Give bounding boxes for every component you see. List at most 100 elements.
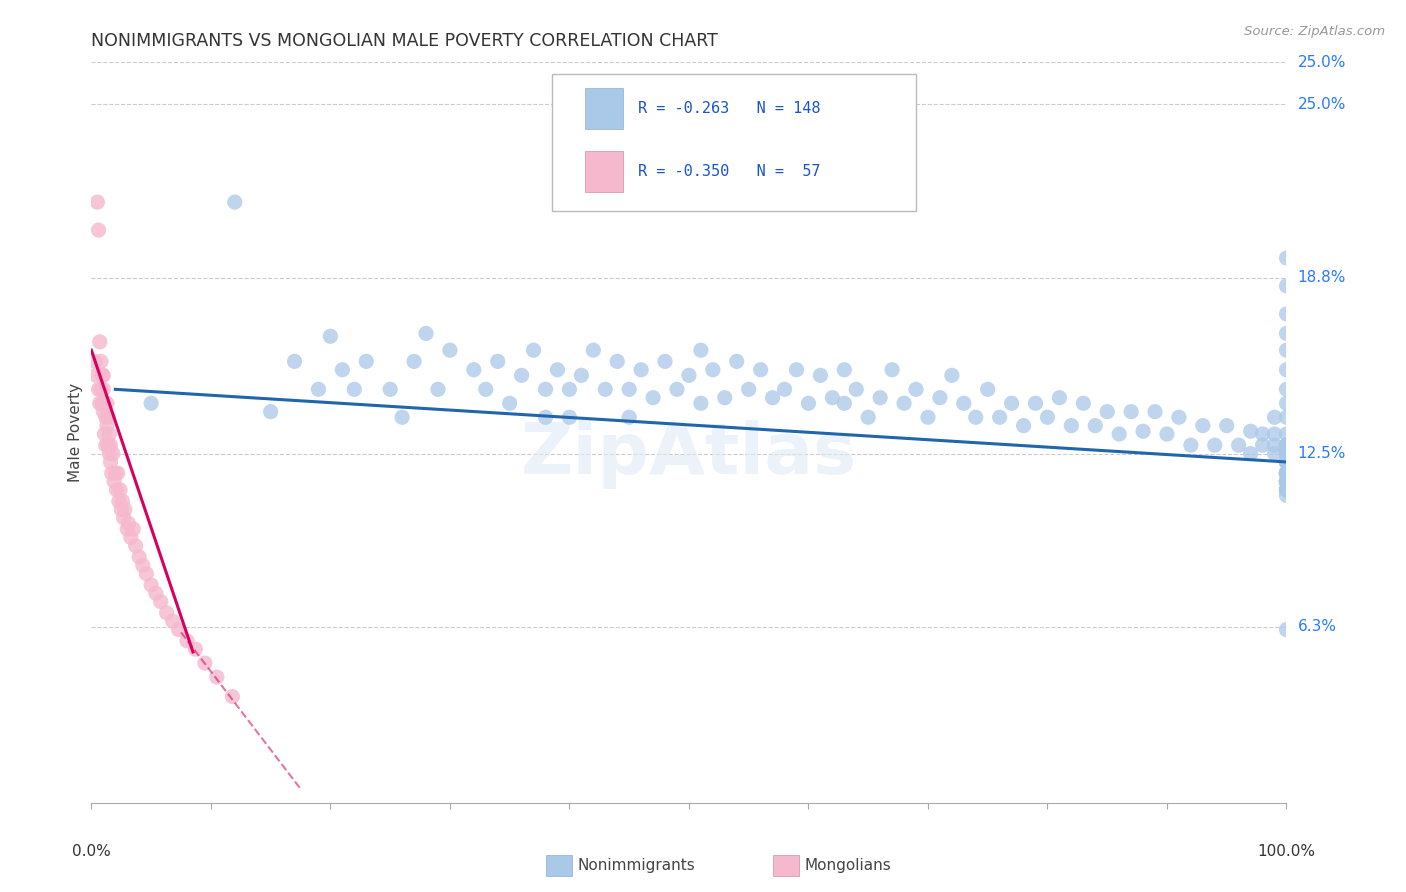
Point: [953, 396, 976, 410]
Point: [343, 382, 366, 396]
Point: [167, 623, 190, 637]
Point: [761, 391, 783, 405]
Point: [156, 606, 179, 620]
Point: [1275, 466, 1298, 480]
Point: [93, 427, 115, 442]
Point: [98, 446, 121, 460]
Point: [534, 382, 557, 396]
Point: [1180, 438, 1202, 452]
Point: [1156, 427, 1178, 442]
Text: NONIMMIGRANTS VS MONGOLIAN MALE POVERTY CORRELATION CHART: NONIMMIGRANTS VS MONGOLIAN MALE POVERTY …: [91, 32, 718, 50]
Point: [122, 522, 145, 536]
Point: [1097, 405, 1119, 419]
Point: [1060, 418, 1083, 433]
Point: [205, 670, 228, 684]
Text: 100.0%: 100.0%: [1257, 844, 1316, 858]
Point: [1071, 396, 1094, 410]
Point: [1275, 623, 1298, 637]
Point: [1275, 475, 1298, 489]
Point: [1264, 446, 1286, 460]
Point: [1275, 466, 1298, 480]
Point: [90, 382, 112, 396]
Point: [725, 354, 748, 368]
Point: [1275, 466, 1298, 480]
Point: [132, 558, 155, 573]
Point: [1108, 427, 1130, 442]
Point: [101, 446, 124, 460]
Point: [571, 368, 593, 383]
Point: [474, 382, 498, 396]
Point: [426, 382, 449, 396]
Point: [111, 494, 134, 508]
Point: [510, 368, 533, 383]
Point: [1024, 396, 1046, 410]
Point: [965, 410, 987, 425]
Point: [404, 354, 426, 368]
Point: [91, 368, 114, 383]
Point: [856, 410, 880, 425]
Point: [988, 410, 1011, 425]
Point: [149, 594, 172, 608]
Text: 6.3%: 6.3%: [1298, 619, 1337, 634]
FancyBboxPatch shape: [585, 88, 623, 129]
Point: [785, 363, 807, 377]
Point: [84, 368, 107, 383]
Point: [96, 418, 118, 433]
Point: [117, 516, 139, 531]
Point: [619, 382, 641, 396]
Point: [1275, 438, 1298, 452]
Point: [1275, 475, 1298, 489]
Point: [630, 363, 652, 377]
Point: [749, 363, 772, 377]
Point: [1275, 475, 1298, 489]
Point: [120, 530, 142, 544]
Point: [1275, 483, 1298, 497]
Point: [1275, 466, 1298, 480]
Point: [104, 466, 127, 480]
Point: [737, 382, 759, 396]
Point: [1275, 438, 1298, 452]
Point: [1275, 475, 1298, 489]
Point: [128, 549, 150, 564]
Point: [97, 410, 120, 425]
Point: [666, 382, 689, 396]
Point: [1275, 410, 1298, 425]
Text: 18.8%: 18.8%: [1298, 270, 1346, 285]
Point: [87, 223, 110, 237]
Point: [332, 363, 354, 377]
Point: [941, 368, 963, 383]
Text: R = -0.263   N = 148: R = -0.263 N = 148: [637, 101, 820, 116]
Point: [93, 405, 114, 419]
FancyBboxPatch shape: [585, 152, 623, 192]
Point: [869, 391, 891, 405]
Point: [221, 690, 243, 704]
Point: [1264, 427, 1286, 442]
Point: [498, 396, 520, 410]
Text: ZipAtlas: ZipAtlas: [522, 420, 856, 490]
Point: [1275, 466, 1298, 480]
Point: [1275, 438, 1298, 452]
Point: [1084, 418, 1107, 433]
Point: [1275, 307, 1298, 321]
Point: [534, 410, 557, 425]
Point: [619, 410, 641, 425]
Point: [307, 382, 329, 396]
Point: [1275, 438, 1298, 452]
Point: [1275, 466, 1298, 480]
Point: [1275, 446, 1298, 460]
Point: [1275, 475, 1298, 489]
Point: [1012, 418, 1035, 433]
Point: [1204, 438, 1226, 452]
Point: [110, 502, 132, 516]
Point: [114, 502, 136, 516]
Point: [1167, 410, 1189, 425]
Point: [1275, 475, 1298, 489]
Point: [1275, 455, 1298, 469]
Point: [94, 410, 117, 425]
Point: [1275, 427, 1298, 442]
Point: [135, 566, 157, 581]
Point: [1275, 279, 1298, 293]
Point: [905, 382, 928, 396]
Point: [1215, 418, 1237, 433]
Point: [593, 382, 616, 396]
